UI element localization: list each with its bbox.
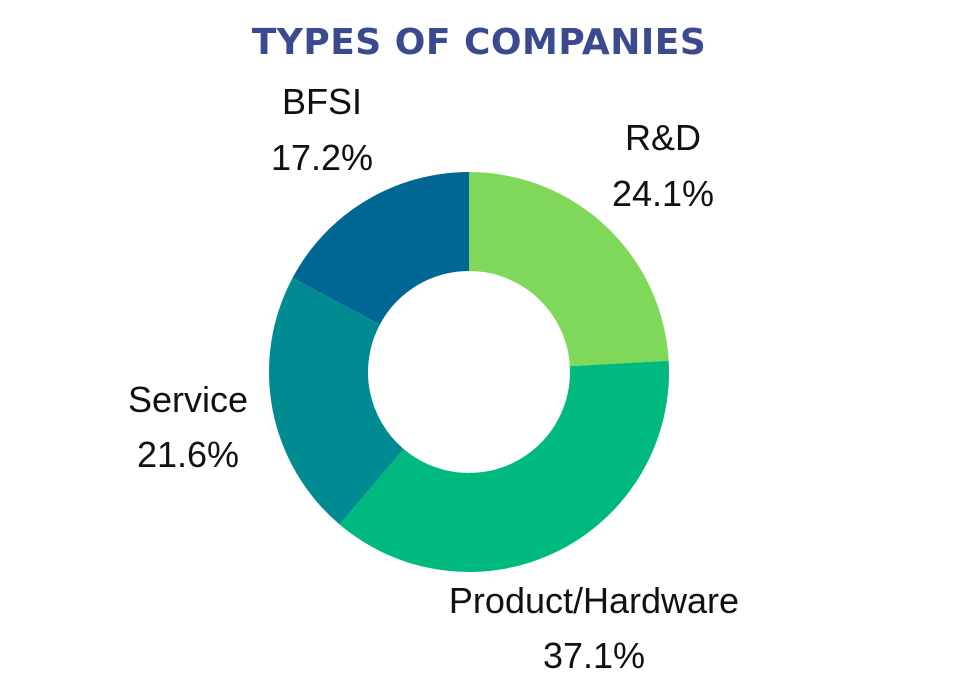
slice-label-service: Service xyxy=(128,379,248,420)
chart-title: TYPES OF COMPANIES xyxy=(252,22,707,63)
slice-value-service: 21.6% xyxy=(137,434,239,475)
slice-label-r-d: R&D xyxy=(625,117,701,158)
slice-bfsi xyxy=(292,172,469,325)
slice-r-d xyxy=(469,172,669,367)
slice-value-bfsi: 17.2% xyxy=(271,137,373,178)
slices-group xyxy=(268,172,669,573)
labels-group: R&D 24.1% Product/Hardware 37.1% Service 21.6… xyxy=(128,81,739,676)
slice-value-r-d: 24.1% xyxy=(612,173,714,214)
slice-product-hardware xyxy=(339,360,669,573)
slice-service xyxy=(268,277,404,525)
slice-value-product-hardware: 37.1% xyxy=(543,635,645,676)
slice-label-bfsi: BFSI xyxy=(282,81,362,122)
slice-label-product-hardware: Product/Hardware xyxy=(449,580,739,621)
